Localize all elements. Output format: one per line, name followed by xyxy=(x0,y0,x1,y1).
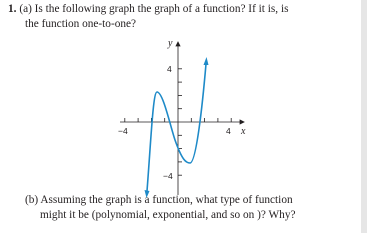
curve xyxy=(146,63,207,192)
question-line: 1. (a) Is the following graph the graph … xyxy=(8,3,288,15)
page-edge xyxy=(361,0,367,233)
tick-label: 4 xyxy=(226,126,231,136)
arrowhead xyxy=(144,190,150,198)
tick-label: −4 xyxy=(163,171,173,181)
axis-label: x xyxy=(240,126,246,137)
question-number: 1. xyxy=(8,3,17,15)
question-text: the function one-to-one? xyxy=(25,18,137,30)
axis-label: y xyxy=(167,38,173,49)
question-text: (b) Assuming the graph is a function, wh… xyxy=(25,194,293,206)
tick-label: −4 xyxy=(118,126,128,136)
question-text: (a) Is the following graph the graph of … xyxy=(19,3,289,15)
arrowhead xyxy=(203,57,209,65)
graph: y x −4 4 4 −4 xyxy=(118,38,246,198)
tick-label: 4 xyxy=(167,64,172,74)
question-text: might it be (polynomial, exponential, an… xyxy=(40,209,296,221)
axes xyxy=(120,41,245,195)
page: 1. (a) Is the following graph the graph … xyxy=(8,0,367,233)
